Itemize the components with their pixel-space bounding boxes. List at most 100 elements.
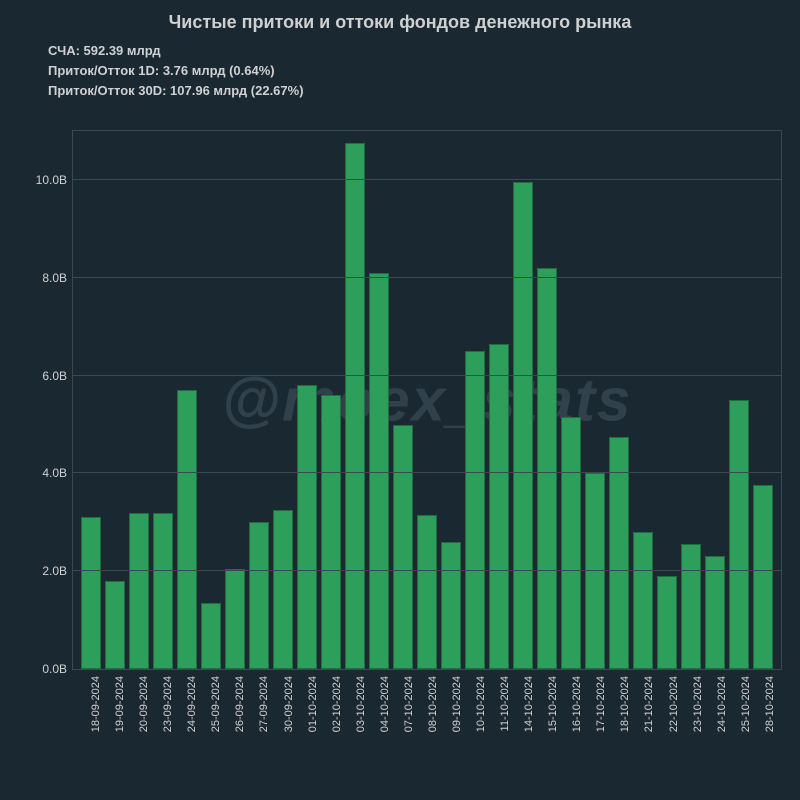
- x-tick-label: 27-09-2024: [258, 676, 270, 732]
- bar: [417, 515, 437, 669]
- y-tick-label: 2.0B: [23, 564, 67, 578]
- x-tick-label: 30-09-2024: [283, 676, 295, 732]
- bar: [633, 532, 653, 669]
- plot-area: @moex_stats 0.0B2.0B4.0B6.0B8.0B10.0B: [72, 130, 782, 670]
- bar: [129, 513, 149, 670]
- bar-slot: [439, 131, 463, 669]
- x-tick-label: 19-09-2024: [114, 676, 126, 732]
- bar: [321, 395, 341, 669]
- bar-slot: [79, 131, 103, 669]
- bar-slot: [367, 131, 391, 669]
- x-tick-label: 15-10-2024: [547, 676, 559, 732]
- bar: [81, 517, 101, 669]
- bar: [441, 542, 461, 669]
- bar: [657, 576, 677, 669]
- bar-slot: [151, 131, 175, 669]
- bar: [249, 522, 269, 669]
- x-tick-label: 21-10-2024: [643, 676, 655, 732]
- bar-slot: [487, 131, 511, 669]
- subtitle-flow30d: Приток/Отток 30D: 107.96 млрд (22.67%): [48, 81, 800, 101]
- bar: [201, 603, 221, 669]
- bar: [561, 417, 581, 669]
- bar-slot: [271, 131, 295, 669]
- subtitle-flow1d: Приток/Отток 1D: 3.76 млрд (0.64%): [48, 61, 800, 81]
- bar: [537, 268, 557, 669]
- bar: [681, 544, 701, 669]
- x-tick-label: 07-10-2024: [403, 676, 415, 732]
- chart-subtitles: СЧА: 592.39 млрд Приток/Отток 1D: 3.76 м…: [0, 33, 800, 101]
- x-tick-label: 01-10-2024: [307, 676, 319, 732]
- x-tick-label: 26-09-2024: [234, 676, 246, 732]
- y-tick-label: 10.0B: [23, 173, 67, 187]
- grid-line: [73, 472, 781, 473]
- y-tick-label: 6.0B: [23, 369, 67, 383]
- bar-slot: [535, 131, 559, 669]
- grid-line: [73, 375, 781, 376]
- bar-slot: [199, 131, 223, 669]
- bar-slot: [103, 131, 127, 669]
- x-tick-label: 16-10-2024: [571, 676, 583, 732]
- bar: [729, 400, 749, 669]
- x-tick-label: 08-10-2024: [427, 676, 439, 732]
- x-tick-label: 25-09-2024: [210, 676, 222, 732]
- bar: [297, 385, 317, 669]
- bar-slot: [703, 131, 727, 669]
- bar: [225, 569, 245, 669]
- chart-title: Чистые притоки и оттоки фондов денежного…: [0, 0, 800, 33]
- x-tick-label: 28-10-2024: [764, 676, 776, 732]
- bar-slot: [679, 131, 703, 669]
- bar-slot: [175, 131, 199, 669]
- x-tick-label: 03-10-2024: [355, 676, 367, 732]
- bar-slot: [583, 131, 607, 669]
- bar-slot: [295, 131, 319, 669]
- bar: [465, 351, 485, 669]
- grid-line: [73, 570, 781, 571]
- x-tick-label: 20-09-2024: [138, 676, 150, 732]
- bar: [489, 344, 509, 669]
- bar: [273, 510, 293, 669]
- x-tick-label: 22-10-2024: [668, 676, 680, 732]
- bar-slot: [511, 131, 535, 669]
- bar: [513, 182, 533, 669]
- bar-slot: [247, 131, 271, 669]
- bar: [153, 513, 173, 670]
- subtitle-nav: СЧА: 592.39 млрд: [48, 41, 800, 61]
- y-tick-label: 0.0B: [23, 662, 67, 676]
- x-tick-label: 18-09-2024: [90, 676, 102, 732]
- x-tick-label: 10-10-2024: [475, 676, 487, 732]
- bar-slot: [463, 131, 487, 669]
- bar-slot: [391, 131, 415, 669]
- y-tick-label: 8.0B: [23, 271, 67, 285]
- bar: [369, 273, 389, 669]
- x-tick-label: 04-10-2024: [379, 676, 391, 732]
- x-tick-label: 14-10-2024: [523, 676, 535, 732]
- bar: [585, 473, 605, 669]
- chart-container: Чистые притоки и оттоки фондов денежного…: [0, 0, 800, 800]
- bar: [177, 390, 197, 669]
- bar-slot: [655, 131, 679, 669]
- x-tick-label: 17-10-2024: [595, 676, 607, 732]
- grid-line: [73, 277, 781, 278]
- bar-slot: [727, 131, 751, 669]
- x-tick-label: 24-09-2024: [186, 676, 198, 732]
- x-tick-label: 23-09-2024: [162, 676, 174, 732]
- bar-slot: [127, 131, 151, 669]
- bar-slot: [631, 131, 655, 669]
- bar: [345, 143, 365, 669]
- bar-slot: [751, 131, 775, 669]
- bar-slot: [559, 131, 583, 669]
- bar: [705, 556, 725, 669]
- x-tick-label: 09-10-2024: [451, 676, 463, 732]
- x-tick-label: 02-10-2024: [331, 676, 343, 732]
- x-tick-label: 24-10-2024: [716, 676, 728, 732]
- bar-slot: [223, 131, 247, 669]
- x-tick-label: 18-10-2024: [619, 676, 631, 732]
- bar: [393, 425, 413, 669]
- bar-slot: [343, 131, 367, 669]
- bar-slot: [415, 131, 439, 669]
- bar: [105, 581, 125, 669]
- grid-line: [73, 179, 781, 180]
- bar: [753, 485, 773, 669]
- y-tick-label: 4.0B: [23, 466, 67, 480]
- x-tick-label: 25-10-2024: [740, 676, 752, 732]
